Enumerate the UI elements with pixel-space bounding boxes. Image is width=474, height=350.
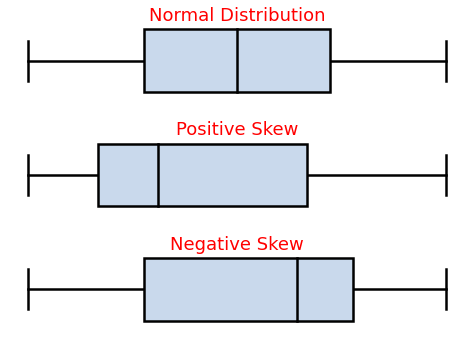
- Bar: [98, 144, 307, 206]
- Text: Positive Skew: Positive Skew: [176, 121, 298, 139]
- Text: Normal Distribution: Normal Distribution: [149, 7, 325, 25]
- Text: Negative Skew: Negative Skew: [170, 236, 304, 254]
- Bar: [144, 29, 330, 92]
- Bar: [144, 258, 353, 321]
